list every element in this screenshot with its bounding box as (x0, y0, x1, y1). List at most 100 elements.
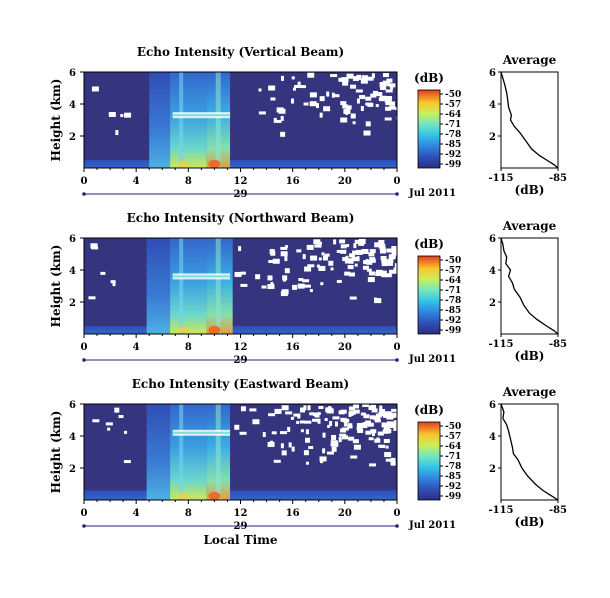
missing-cell (339, 239, 346, 244)
missing-data-cells (92, 404, 401, 467)
missing-cell (92, 419, 100, 423)
missing-cell (396, 99, 403, 104)
intensity-hotspot (178, 161, 189, 167)
missing-cell (307, 264, 315, 268)
missing-cell (288, 442, 292, 448)
missing-cell (386, 421, 394, 425)
bright-layer-core (172, 114, 231, 117)
colorbar-tick-label: -64 (445, 442, 461, 452)
date-axis-end (395, 524, 399, 528)
missing-cell (284, 256, 288, 262)
bright-layer-core (172, 431, 231, 434)
missing-cell (240, 406, 246, 412)
date-label: Jul 2011 (408, 520, 456, 531)
missing-cell (396, 116, 402, 120)
missing-cell (370, 93, 377, 98)
colorbar-tick-label: -85 (445, 140, 461, 150)
intensity-streak (215, 72, 221, 168)
missing-cell (365, 430, 372, 435)
x-tick-label: 20 (338, 342, 352, 353)
missing-cell (282, 275, 288, 281)
missing-cell (360, 412, 366, 416)
missing-cell (363, 260, 370, 265)
missing-cell (270, 97, 276, 101)
missing-data-patch (338, 404, 401, 444)
missing-cell (377, 431, 384, 436)
missing-cell (332, 416, 340, 420)
missing-cell (338, 437, 342, 443)
colorbar-tick-label: -78 (445, 296, 461, 306)
y-axis-label: Height (km) (49, 245, 63, 328)
colorbar-tick-label: -57 (445, 432, 461, 442)
intensity-column (149, 72, 171, 168)
missing-cell (305, 437, 311, 443)
missing-cell (294, 84, 300, 88)
missing-cell (287, 426, 291, 432)
missing-cell (324, 253, 330, 257)
missing-cell (366, 260, 373, 265)
missing-cell (374, 438, 381, 443)
average-x-tick-label: -115 (488, 505, 513, 516)
missing-cell (361, 248, 369, 254)
missing-cell (330, 440, 338, 444)
missing-cell (396, 263, 403, 268)
missing-cell (318, 405, 324, 409)
missing-cell (390, 86, 394, 90)
missing-cell (378, 240, 385, 245)
missing-cell (392, 413, 399, 418)
missing-cell (374, 418, 381, 423)
date-tick-label: 29 (234, 521, 248, 532)
missing-cell (107, 427, 111, 431)
missing-cell (374, 298, 382, 304)
missing-cell (365, 121, 371, 127)
missing-cell (386, 248, 393, 253)
missing-cell (307, 72, 315, 78)
missing-cell (298, 85, 306, 89)
missing-cell (267, 275, 273, 281)
missing-cell (123, 460, 131, 464)
missing-cell (376, 92, 383, 97)
missing-cell (298, 278, 304, 282)
missing-cell (382, 73, 389, 78)
missing-cell (346, 244, 350, 248)
date-axis-end (395, 358, 399, 362)
missing-cell (395, 107, 403, 111)
average-y-tick-label: 4 (489, 100, 496, 111)
missing-cell (307, 405, 311, 411)
colorbar-tick-label: -57 (445, 266, 461, 276)
x-tick-label: 8 (185, 342, 192, 353)
missing-cell (349, 410, 356, 415)
missing-cell (385, 101, 392, 106)
missing-cell (341, 77, 349, 83)
colorbar-title: (dB) (414, 71, 444, 85)
surface-layer (84, 160, 397, 168)
panel-1: Echo Intensity (Vertical Beam) 0 4 8 12 16 20 0… (49, 45, 567, 200)
missing-cell (267, 284, 275, 290)
intensity-streak (179, 404, 184, 500)
x-tick-label: 0 (394, 176, 401, 187)
colorbar (417, 255, 441, 335)
missing-cell (258, 88, 262, 92)
date-axis-start (82, 192, 86, 196)
missing-cell (322, 432, 326, 438)
missing-cell (112, 281, 116, 287)
x-tick-label: 0 (394, 342, 401, 353)
missing-cell (371, 430, 375, 436)
y-tick-label: 6 (69, 234, 76, 245)
missing-cell (360, 78, 368, 84)
missing-data-cells (91, 72, 403, 137)
missing-cell (375, 271, 382, 276)
heatmap-background (84, 72, 397, 168)
missing-cell (365, 96, 372, 101)
missing-cell (388, 254, 396, 260)
missing-cell (280, 75, 284, 81)
missing-cell (358, 241, 365, 246)
missing-cell (358, 238, 366, 244)
missing-cell (284, 245, 288, 249)
x-tick-label: 12 (234, 176, 248, 187)
missing-cell (356, 98, 360, 104)
missing-cell (391, 246, 398, 251)
missing-cell (390, 457, 396, 463)
date-axis-start (82, 358, 86, 362)
